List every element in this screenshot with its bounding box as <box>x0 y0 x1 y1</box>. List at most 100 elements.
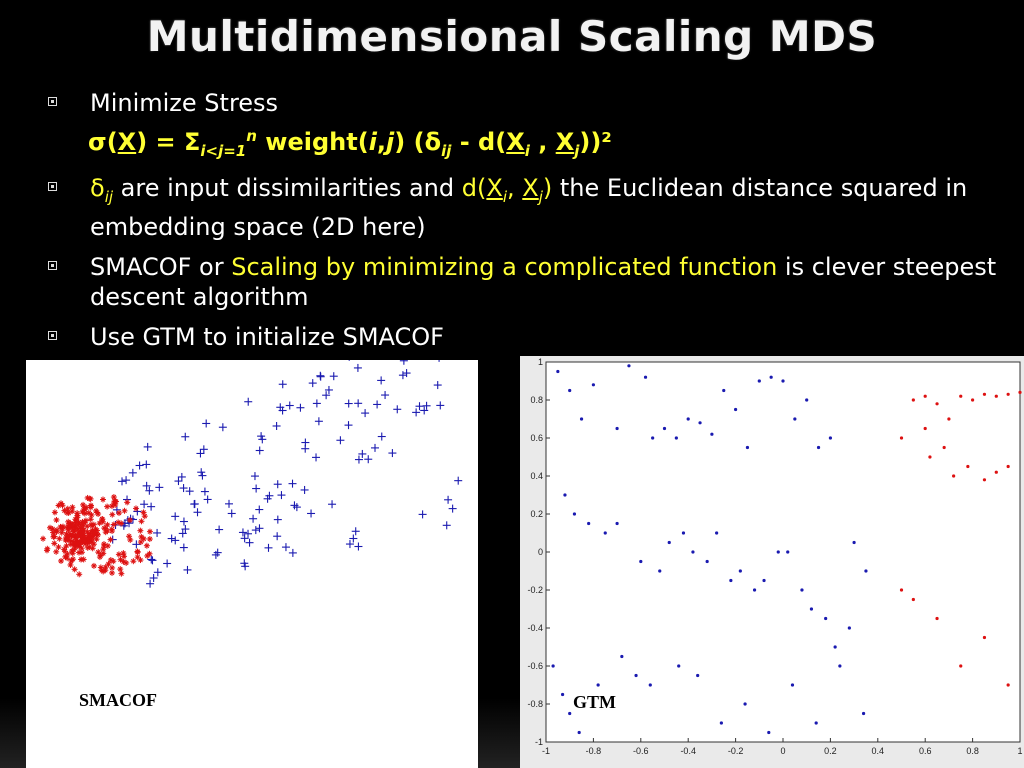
smacof-point-plus <box>190 499 199 508</box>
smacof-point-star <box>132 505 139 512</box>
smacof-point-plus <box>264 543 273 552</box>
smacof-point-plus <box>436 401 445 410</box>
gtm-point-blue <box>577 730 581 735</box>
smacof-point-plus <box>146 579 155 588</box>
smacof-point-plus <box>185 487 194 496</box>
smacof-point-plus <box>178 529 187 538</box>
smacof-point-plus <box>412 408 421 417</box>
gtm-point-red <box>911 597 915 602</box>
gtm-x-tick-label: 0.2 <box>824 746 837 756</box>
smacof-point-plus <box>255 446 264 455</box>
smacof-point-star <box>90 562 97 569</box>
smacof-point-star <box>63 542 70 549</box>
smacof-point-star <box>87 502 94 509</box>
smacof-point-plus <box>118 477 127 486</box>
gtm-y-tick-label: -0.4 <box>527 623 543 633</box>
smacof-point-plus <box>273 532 282 541</box>
slide-title: Multidimensional Scaling MDS <box>146 12 878 61</box>
gtm-point-red <box>942 445 946 450</box>
gtm-x-tick-label: 0 <box>780 746 785 756</box>
smacof-point-plus <box>249 514 258 523</box>
smacof-point-star <box>87 516 94 523</box>
smacof-point-plus <box>314 417 323 426</box>
smacof-point-star <box>79 520 86 527</box>
smacof-point-plus <box>277 491 286 500</box>
smacof-point-star <box>120 550 127 557</box>
smacof-point-star <box>137 557 144 564</box>
smacof-point-plus <box>171 512 180 521</box>
gtm-point-blue <box>767 730 771 735</box>
smacof-point-plus <box>307 509 316 518</box>
smacof-point-star <box>105 561 112 568</box>
gtm-label: GTM <box>573 692 616 712</box>
gtm-point-blue <box>715 531 719 535</box>
gtm-point-red <box>1006 392 1010 396</box>
gtm-point-blue <box>769 375 773 379</box>
gtm-point-blue <box>627 364 631 368</box>
smacof-point-plus <box>179 517 188 526</box>
gtm-y-tick-label: -0.2 <box>527 585 543 595</box>
smacof-point-plus <box>147 555 156 564</box>
gtm-point-blue <box>861 711 866 716</box>
smacof-point-plus <box>135 461 144 470</box>
smacof-point-plus <box>257 432 266 441</box>
smacof-point-plus <box>148 556 157 565</box>
smacof-point-plus <box>373 400 382 409</box>
smacof-point-star <box>90 541 97 548</box>
gtm-point-red <box>959 664 963 668</box>
gtm-point-red <box>966 464 970 469</box>
smacof-point-plus <box>273 515 282 524</box>
smacof-point-plus <box>198 471 207 480</box>
smacof-point-star <box>68 557 75 564</box>
gtm-y-tick-label: 0.2 <box>530 509 543 519</box>
smacof-point-star <box>82 535 89 542</box>
smacof-point-plus <box>244 529 253 538</box>
smacof-point-plus <box>197 468 206 477</box>
smacof-point-plus <box>132 540 141 549</box>
smacof-point-plus <box>252 484 261 493</box>
gtm-point-blue <box>634 673 638 678</box>
smacof-point-star <box>101 525 108 532</box>
gtm-point-blue <box>648 683 652 687</box>
gtm-plot: -1 -0.8 -0.6 -0.4 -0.2 0 0.2 0.4 0.6 0.8 1 1 0.8 0.6 0… <box>520 356 1024 768</box>
smacof-point-star <box>93 507 100 514</box>
gtm-point-red <box>982 392 987 396</box>
smacof-point-plus <box>147 502 156 511</box>
smacof-point-star <box>141 513 148 520</box>
gtm-point-blue <box>809 607 814 611</box>
smacof-point-plus <box>336 436 345 445</box>
smacof-point-star <box>67 561 74 568</box>
gtm-y-tick-label: -0.8 <box>527 699 543 709</box>
smacof-point-star <box>108 503 115 510</box>
smacof-point-star <box>116 510 123 517</box>
smacof-point-plus <box>155 483 164 492</box>
smacof-point-plus <box>442 521 451 530</box>
smacof-point-plus <box>143 442 152 451</box>
gtm-point-blue <box>722 388 726 393</box>
smacof-point-plus <box>181 525 190 534</box>
gtm-point-blue <box>757 379 761 383</box>
gtm-y-tick-label: -1 <box>535 737 543 747</box>
smacof-point-star <box>58 557 65 564</box>
smacof-point-star <box>109 569 116 576</box>
smacof-point-star <box>71 566 78 573</box>
smacof-point-star <box>109 511 116 518</box>
smacof-point-plus <box>301 444 310 453</box>
smacof-point-plus <box>398 371 407 380</box>
smacof-point-star <box>40 535 47 542</box>
smacof-point-star <box>137 539 144 546</box>
gtm-point-blue <box>776 550 780 554</box>
smacof-point-plus <box>322 391 331 400</box>
smacof-point-plus <box>353 363 362 372</box>
smacof-point-star <box>69 550 76 557</box>
gtm-x-tick-label: 0.8 <box>966 746 979 756</box>
smacof-point-star <box>84 544 91 551</box>
smacof-point-plus <box>316 372 325 381</box>
smacof-point-plus <box>215 525 224 534</box>
smacof-point-plus <box>422 401 431 410</box>
gtm-point-blue <box>816 445 821 450</box>
smacof-point-plus <box>177 472 186 481</box>
gtm-axes-box <box>545 361 1021 743</box>
smacof-point-plus <box>328 500 337 509</box>
smacof-point-plus <box>174 477 183 486</box>
